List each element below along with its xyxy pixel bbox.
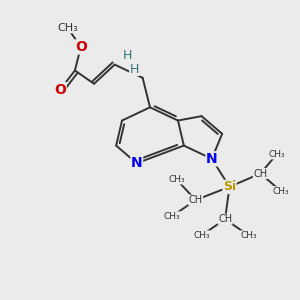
Text: O: O	[75, 40, 87, 54]
Text: O: O	[54, 82, 66, 97]
Text: CH: CH	[254, 169, 268, 178]
Text: CH₃: CH₃	[273, 187, 289, 196]
Text: CH₃: CH₃	[193, 231, 210, 240]
Text: CH₃: CH₃	[240, 231, 257, 240]
Text: CH₃: CH₃	[57, 23, 78, 33]
Text: CH: CH	[189, 195, 203, 205]
Text: CH₃: CH₃	[268, 150, 285, 159]
Text: Si: Si	[223, 180, 236, 193]
Text: H: H	[130, 62, 139, 76]
Text: CH₃: CH₃	[164, 212, 180, 221]
Text: CH: CH	[218, 214, 232, 224]
Text: CH₃: CH₃	[168, 175, 185, 184]
Text: N: N	[206, 152, 218, 166]
Text: H: H	[122, 49, 132, 62]
Text: N: N	[131, 156, 142, 170]
